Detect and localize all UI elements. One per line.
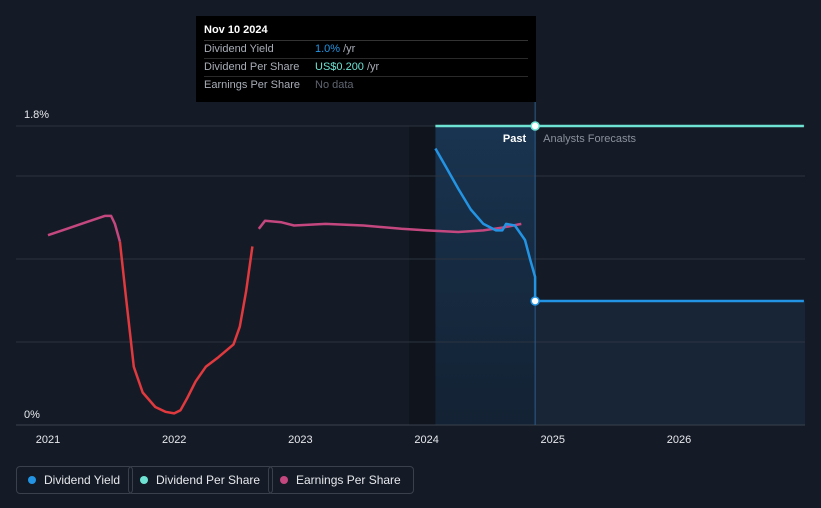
legend-label: Earnings Per Share — [296, 473, 401, 487]
y-bottom-label: 0% — [24, 409, 40, 421]
x-tick-label: 2021 — [36, 434, 60, 446]
dividend-yield-area — [435, 126, 536, 425]
forecast-label: Analysts Forecasts — [543, 133, 636, 145]
earnings-per-share-negative-line — [118, 241, 254, 415]
tooltip-row-dividend-per-share: Dividend Per Share US$0.200 /yr — [204, 59, 528, 77]
legend-label: Dividend Per Share — [156, 473, 261, 487]
tooltip-date: Nov 10 2024 — [204, 16, 528, 41]
legend-item-earnings-per-share[interactable]: Earnings Per Share — [268, 466, 414, 494]
earnings-per-share-line — [47, 214, 122, 242]
x-tick-label: 2023 — [288, 434, 312, 446]
tooltip-unit: /yr — [366, 61, 380, 73]
x-tick-label: 2026 — [667, 434, 691, 446]
legend-item-dividend-yield[interactable]: Dividend Yield — [16, 466, 134, 494]
x-tick-label: 2022 — [162, 434, 186, 446]
tooltip-value: No data — [315, 79, 354, 91]
forecast-area — [535, 301, 805, 425]
x-tick-label: 2025 — [541, 434, 565, 446]
tooltip-value: US$0.200 — [315, 61, 364, 73]
dividend-yield-marker — [530, 296, 540, 306]
tooltip-value: 1.0% — [315, 43, 341, 55]
dividend-yield-line — [434, 147, 537, 301]
legend-label: Dividend Yield — [44, 473, 121, 487]
y-top-label: 1.8% — [24, 109, 49, 121]
tooltip-row-earnings-per-share: Earnings Per Share No data — [204, 77, 528, 94]
tooltip-label: Earnings Per Share — [204, 79, 300, 91]
tooltip-label: Dividend Per Share — [204, 61, 300, 73]
dividend-yield-dot-icon — [28, 476, 36, 484]
tooltip-label: Dividend Yield — [204, 43, 274, 55]
legend-item-dividend-per-share[interactable]: Dividend Per Share — [128, 466, 274, 494]
tooltip: Nov 10 2024 Dividend Yield 1.0% /yr Divi… — [196, 16, 536, 102]
tooltip-row-dividend-yield: Dividend Yield 1.0% /yr — [204, 41, 528, 59]
earnings-per-share-line — [257, 219, 522, 234]
dividend-per-share-dot-icon — [140, 476, 148, 484]
x-tick-label: 2024 — [414, 434, 438, 446]
earnings-per-share-dot-icon — [280, 476, 288, 484]
tooltip-unit: /yr — [343, 43, 356, 55]
past-label: Past — [503, 133, 527, 145]
dividend-per-share-marker — [530, 121, 540, 131]
